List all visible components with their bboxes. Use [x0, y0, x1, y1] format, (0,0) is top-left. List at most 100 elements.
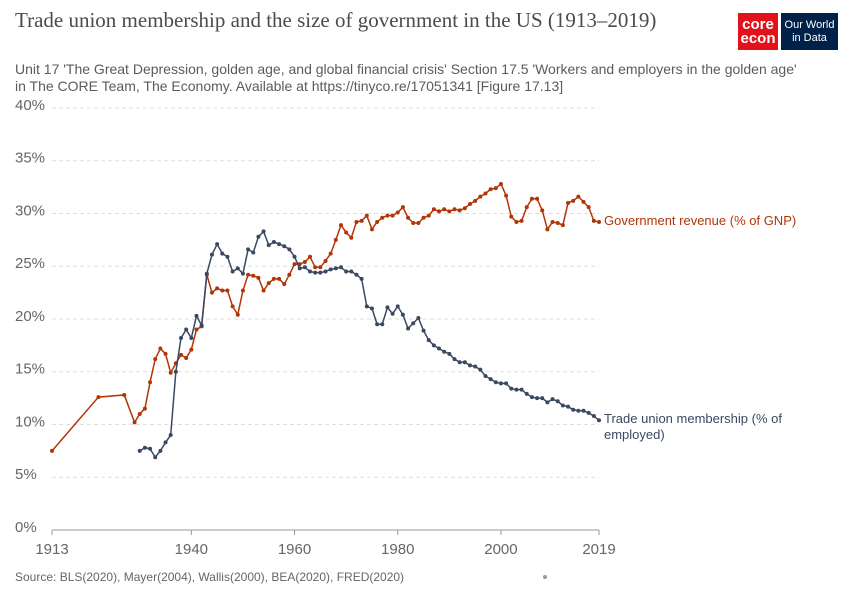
series-label: Trade union membership (% of employed)	[604, 411, 782, 443]
data-point	[204, 271, 209, 276]
data-point	[163, 351, 168, 356]
data-point	[364, 213, 369, 218]
data-point	[452, 357, 457, 362]
data-point	[431, 207, 436, 212]
data-point	[411, 321, 416, 326]
data-point	[235, 312, 240, 317]
data-point	[142, 406, 147, 411]
data-point	[230, 269, 235, 274]
data-point	[550, 397, 555, 402]
data-point	[277, 242, 282, 247]
data-point	[240, 288, 245, 293]
data-point	[256, 234, 261, 239]
data-point	[395, 210, 400, 215]
data-point	[400, 312, 405, 317]
data-point	[483, 373, 488, 378]
data-point	[246, 272, 251, 277]
data-point	[199, 323, 204, 328]
data-point	[555, 220, 560, 225]
data-point	[447, 351, 452, 356]
logo-owid[interactable]: Our World in Data	[781, 13, 838, 50]
data-point	[529, 395, 534, 400]
x-tick-label: 1913	[35, 541, 68, 558]
data-point	[323, 258, 328, 263]
data-point	[581, 199, 586, 204]
logo-text: core	[742, 15, 774, 33]
data-point	[411, 220, 416, 225]
data-point	[261, 288, 266, 293]
data-point	[524, 205, 529, 210]
y-tick-label: 0%	[15, 519, 37, 536]
data-point	[137, 411, 142, 416]
data-point	[390, 311, 395, 316]
data-point	[504, 193, 509, 198]
data-point	[385, 305, 390, 310]
data-point	[421, 215, 426, 220]
data-point	[447, 209, 452, 214]
logo-text: econ	[740, 29, 776, 47]
data-point	[467, 202, 472, 207]
data-point	[220, 288, 225, 293]
data-point	[338, 223, 343, 228]
data-point	[478, 194, 483, 199]
data-point	[251, 273, 256, 278]
data-point	[184, 356, 189, 361]
logo-text: Our World in Data	[784, 18, 835, 44]
data-point	[416, 315, 421, 320]
data-point	[328, 251, 333, 256]
data-point	[369, 227, 374, 232]
data-point	[313, 270, 318, 275]
data-point	[395, 304, 400, 309]
logo-core-econ[interactable]: core econ	[738, 13, 778, 50]
data-point	[555, 399, 560, 404]
data-point	[266, 281, 271, 286]
data-point	[292, 254, 297, 259]
data-point	[251, 250, 256, 255]
data-point	[256, 275, 261, 280]
y-tick-label: 30%	[15, 202, 45, 219]
data-point	[266, 243, 271, 248]
series-line	[139, 230, 600, 459]
data-point	[437, 209, 442, 214]
data-point	[591, 414, 596, 419]
data-point	[349, 235, 354, 240]
data-point	[545, 227, 550, 232]
data-point	[179, 335, 184, 340]
data-point	[586, 410, 591, 415]
data-point	[246, 247, 251, 252]
data-point	[519, 387, 524, 392]
data-point	[163, 440, 168, 445]
data-point	[132, 420, 137, 425]
data-point	[529, 196, 534, 201]
data-point	[514, 387, 519, 392]
data-point	[535, 196, 540, 201]
data-point	[406, 215, 411, 220]
data-point	[153, 357, 158, 362]
data-point	[338, 265, 343, 270]
x-tick-label: 2000	[484, 541, 517, 558]
data-point	[524, 391, 529, 396]
data-point	[297, 266, 302, 271]
data-point	[442, 349, 447, 354]
data-point	[333, 266, 338, 271]
data-point	[581, 408, 586, 413]
data-point	[282, 244, 287, 249]
data-point	[540, 396, 545, 401]
data-point	[158, 346, 163, 351]
data-point	[509, 214, 514, 219]
data-point	[96, 395, 101, 400]
data-point	[576, 194, 581, 199]
data-point	[292, 262, 297, 267]
data-point	[225, 254, 230, 259]
data-point	[179, 352, 184, 357]
data-point	[509, 386, 514, 391]
data-point	[462, 360, 467, 365]
data-point	[586, 205, 591, 210]
data-point	[426, 213, 431, 218]
decoration-dot	[543, 575, 547, 579]
data-point	[504, 381, 509, 386]
data-point	[452, 207, 457, 212]
source-note: Source: BLS(2020), Mayer(2004), Wallis(2…	[15, 570, 405, 584]
data-point	[230, 304, 235, 309]
data-point	[385, 213, 390, 218]
